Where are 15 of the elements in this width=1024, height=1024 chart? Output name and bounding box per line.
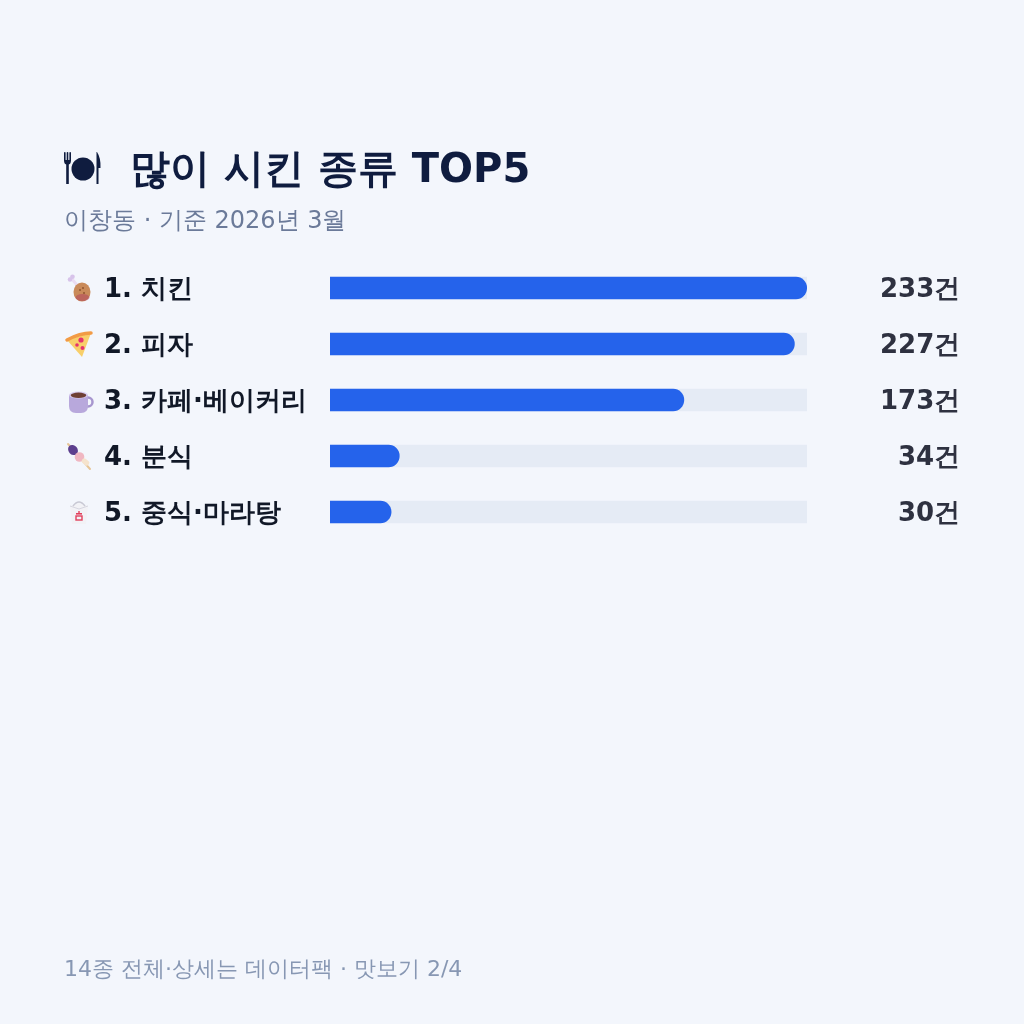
text: 14종 전체·상세는 데이터팩 · 맛보기 2/4 — [64, 956, 463, 981]
chart-title: 많이 시킨 종류 TOP5 — [130, 145, 531, 191]
y-tick-label: 1. 치킨 — [104, 273, 194, 303]
bar — [330, 444, 400, 468]
data-label: 227건 — [880, 329, 961, 359]
y-tick-label: 4. 분식 — [104, 441, 194, 471]
y-tick-label: 5. 중식·마라탕 — [104, 497, 281, 527]
data-label: 30건 — [898, 497, 961, 527]
chart-subtitle: 이창동 · 기준 2026년 3월 — [64, 206, 347, 234]
data-label: 173건 — [880, 385, 961, 415]
y-tick-label: 2. 피자 — [104, 329, 194, 359]
y-tick-label: 3. 카페·베이커리 — [104, 385, 307, 415]
data-label: 233건 — [880, 273, 961, 303]
bar — [330, 500, 392, 524]
data-label: 34건 — [898, 441, 961, 471]
